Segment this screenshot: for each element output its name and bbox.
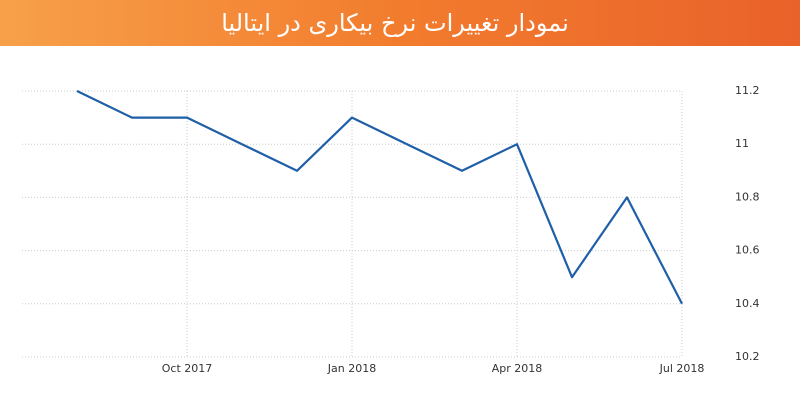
data-line [76, 90, 683, 305]
y-tick-label: 10.4 [735, 297, 760, 310]
chart-title: نمودار تغییرات نرخ بیکاری در ایتالیا [221, 9, 569, 37]
x-tick-label: Oct 2017 [162, 362, 213, 375]
y-tick-label: 10.2 [735, 350, 760, 363]
x-tick-label: Apr 2018 [492, 362, 543, 375]
y-tick-label: 11.2 [735, 84, 760, 97]
y-tick-label: 11 [735, 137, 749, 150]
y-tick-label: 10.8 [735, 190, 760, 203]
y-tick-label: 10.6 [735, 244, 760, 257]
x-tick-label: Jul 2018 [659, 362, 705, 375]
x-tick-label: Jan 2018 [327, 362, 376, 375]
title-banner [0, 0, 800, 46]
